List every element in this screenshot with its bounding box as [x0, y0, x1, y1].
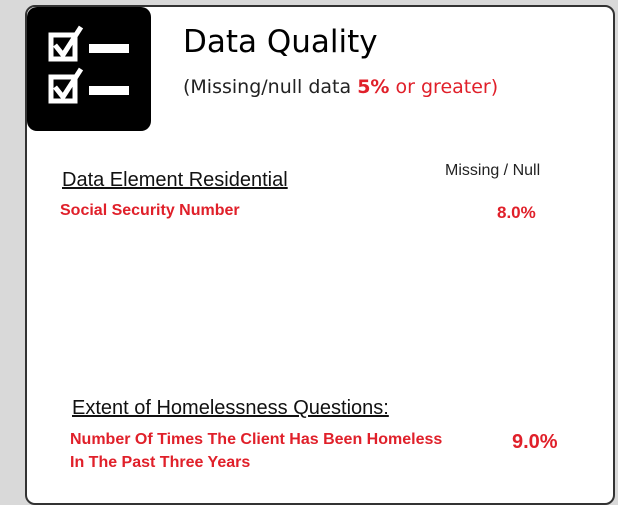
checklist-icon [27, 7, 151, 131]
row-value: 8.0% [497, 203, 536, 222]
icon-graphic [48, 25, 129, 104]
column-header: Missing / Null [445, 162, 541, 179]
threshold: 5% [357, 76, 390, 98]
row-value: 9.0% [512, 431, 558, 453]
subtitle: (Missing/null data 5% or greater) [183, 76, 498, 98]
row-label: Number Of Times The Client Has Been Home… [70, 431, 443, 471]
subtitle-text: (Missing/null data [183, 76, 352, 98]
row-label: Social Security Number [60, 202, 240, 219]
section-heading: Data Element Residential [62, 169, 288, 191]
section-heading: Extent of Homelessness Questions: [72, 397, 389, 419]
subtitle-text: or greater) [395, 76, 499, 98]
title: Data Quality [183, 24, 378, 60]
